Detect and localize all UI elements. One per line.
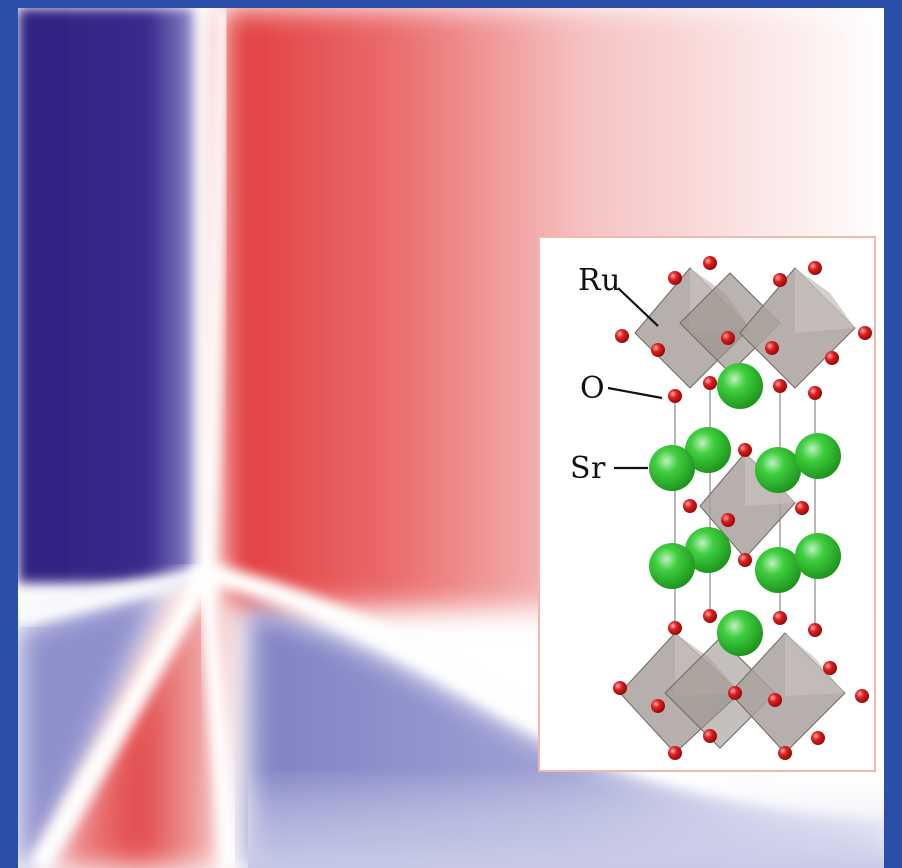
sr2ruo4-structure-illustration (607, 256, 872, 760)
crystal-structure-inset: Ru O Sr (538, 236, 876, 772)
ru-pointer-line (617, 287, 659, 327)
o-atoms (613, 256, 872, 760)
ru-octahedra-top (634, 267, 856, 389)
figure-image: Ru O Sr (18, 8, 884, 868)
sr-atoms (649, 363, 841, 656)
o-label: O (580, 371, 606, 406)
ru-octahedra-bottom (619, 632, 846, 754)
ru-label: Ru (578, 263, 621, 298)
o-pointer-line (607, 386, 663, 400)
sr-label: Sr (570, 451, 606, 486)
label-pointers (607, 287, 663, 470)
